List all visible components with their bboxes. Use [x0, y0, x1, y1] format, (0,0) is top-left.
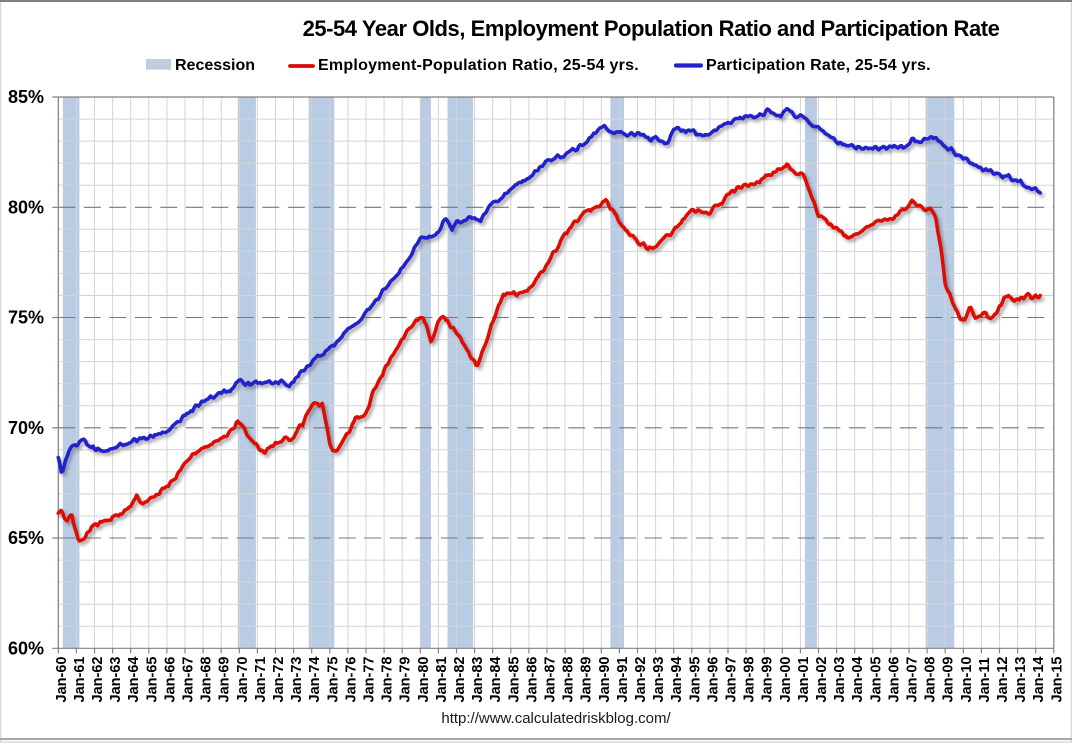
svg-text:Jan-11: Jan-11 [977, 657, 993, 702]
svg-text:Jan-66: Jan-66 [162, 657, 178, 703]
svg-text:Jan-76: Jan-76 [343, 657, 359, 703]
svg-text:Jan-64: Jan-64 [126, 657, 142, 703]
svg-text:Jan-71: Jan-71 [253, 657, 269, 703]
svg-text:80%: 80% [8, 197, 44, 217]
svg-text:Jan-73: Jan-73 [289, 657, 305, 703]
svg-text:Jan-75: Jan-75 [325, 657, 341, 703]
svg-text:Jan-62: Jan-62 [90, 657, 106, 703]
svg-text:Jan-69: Jan-69 [217, 657, 233, 703]
svg-text:Jan-12: Jan-12 [995, 657, 1011, 703]
svg-text:Jan-77: Jan-77 [362, 657, 378, 703]
svg-text:http://www.calculatedriskblog.: http://www.calculatedriskblog.com/ [441, 710, 671, 727]
svg-text:Jan-89: Jan-89 [579, 657, 595, 703]
svg-text:Jan-60: Jan-60 [54, 657, 70, 703]
svg-text:Jan-81: Jan-81 [434, 657, 450, 703]
svg-text:Jan-79: Jan-79 [398, 657, 414, 703]
svg-text:Jan-93: Jan-93 [651, 657, 667, 703]
svg-text:Jan-99: Jan-99 [760, 657, 776, 703]
svg-text:Jan-15: Jan-15 [1049, 657, 1065, 703]
svg-text:Jan-90: Jan-90 [597, 657, 613, 703]
svg-text:75%: 75% [8, 308, 44, 328]
svg-text:Jan-85: Jan-85 [506, 657, 522, 703]
svg-text:Employment-Population Ratio, 2: Employment-Population Ratio, 25-54 yrs. [318, 57, 639, 74]
svg-text:Jan-91: Jan-91 [615, 657, 631, 703]
svg-text:Jan-10: Jan-10 [959, 657, 975, 703]
svg-text:Jan-94: Jan-94 [669, 657, 685, 703]
svg-text:Jan-08: Jan-08 [923, 657, 939, 703]
svg-text:70%: 70% [8, 418, 44, 438]
svg-text:Jan-14: Jan-14 [1031, 657, 1047, 703]
svg-text:Jan-04: Jan-04 [850, 657, 866, 703]
svg-text:Jan-72: Jan-72 [271, 657, 287, 703]
svg-text:Jan-95: Jan-95 [687, 657, 703, 703]
svg-text:Jan-98: Jan-98 [742, 657, 758, 703]
svg-text:25-54 Year Olds, Employment Po: 25-54 Year Olds, Employment Population R… [303, 16, 1000, 41]
svg-text:Jan-87: Jan-87 [543, 657, 559, 703]
svg-text:85%: 85% [8, 87, 44, 107]
svg-text:Jan-06: Jan-06 [886, 657, 902, 703]
svg-text:Jan-70: Jan-70 [235, 657, 251, 703]
svg-text:Jan-78: Jan-78 [380, 657, 396, 703]
svg-text:60%: 60% [8, 638, 44, 658]
svg-text:Jan-84: Jan-84 [488, 657, 504, 703]
svg-text:Jan-13: Jan-13 [1013, 657, 1029, 703]
svg-text:Jan-09: Jan-09 [941, 657, 957, 703]
svg-text:Jan-63: Jan-63 [108, 657, 124, 703]
svg-text:Jan-83: Jan-83 [470, 657, 486, 703]
svg-text:Jan-65: Jan-65 [144, 657, 160, 703]
svg-text:Jan-07: Jan-07 [905, 657, 921, 703]
svg-text:Jan-97: Jan-97 [724, 657, 740, 703]
svg-text:Recession: Recession [175, 57, 255, 74]
svg-text:65%: 65% [8, 528, 44, 548]
svg-text:Jan-96: Jan-96 [705, 657, 721, 703]
svg-text:Jan-67: Jan-67 [181, 657, 197, 703]
svg-text:Jan-68: Jan-68 [199, 657, 215, 703]
svg-text:Jan-01: Jan-01 [796, 657, 812, 703]
svg-text:Jan-61: Jan-61 [72, 657, 88, 703]
svg-text:Jan-00: Jan-00 [778, 657, 794, 703]
svg-text:Jan-92: Jan-92 [633, 657, 649, 703]
svg-text:Participation Rate, 25-54 yrs.: Participation Rate, 25-54 yrs. [706, 57, 931, 74]
svg-text:Jan-05: Jan-05 [868, 657, 884, 703]
svg-text:Jan-74: Jan-74 [307, 657, 323, 703]
svg-text:Jan-88: Jan-88 [561, 657, 577, 703]
svg-text:Jan-03: Jan-03 [832, 657, 848, 703]
svg-text:Jan-86: Jan-86 [524, 657, 540, 703]
svg-text:Jan-80: Jan-80 [416, 657, 432, 703]
svg-text:Jan-02: Jan-02 [814, 657, 830, 703]
svg-text:Jan-82: Jan-82 [452, 657, 468, 703]
